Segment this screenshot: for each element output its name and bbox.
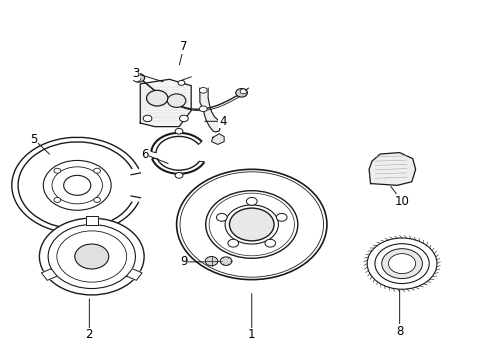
Text: 4: 4 <box>219 115 226 128</box>
Circle shape <box>176 169 326 280</box>
Text: 7: 7 <box>180 40 187 53</box>
Circle shape <box>54 197 61 202</box>
Circle shape <box>57 231 126 282</box>
Circle shape <box>276 213 286 221</box>
Circle shape <box>179 115 188 122</box>
Circle shape <box>143 115 152 122</box>
Circle shape <box>246 197 257 205</box>
Circle shape <box>199 106 207 112</box>
Text: 3: 3 <box>131 67 139 80</box>
Circle shape <box>133 77 140 82</box>
Circle shape <box>63 175 91 195</box>
Circle shape <box>48 225 135 288</box>
Circle shape <box>167 94 185 107</box>
Circle shape <box>175 129 183 134</box>
Circle shape <box>52 167 102 204</box>
Circle shape <box>220 257 231 265</box>
Text: 8: 8 <box>395 325 403 338</box>
Text: 1: 1 <box>247 328 255 341</box>
Circle shape <box>40 218 144 295</box>
Circle shape <box>224 205 278 244</box>
Circle shape <box>146 90 167 106</box>
Polygon shape <box>126 269 142 280</box>
Text: 6: 6 <box>141 148 148 161</box>
Circle shape <box>54 168 61 173</box>
Text: 10: 10 <box>394 195 408 208</box>
Polygon shape <box>211 134 224 144</box>
Circle shape <box>43 161 111 210</box>
Circle shape <box>175 172 183 178</box>
Circle shape <box>94 168 101 173</box>
Circle shape <box>75 244 108 269</box>
Circle shape <box>240 89 246 94</box>
Circle shape <box>199 87 207 93</box>
Text: 9: 9 <box>180 255 187 268</box>
Polygon shape <box>368 153 415 185</box>
Circle shape <box>264 239 275 247</box>
Polygon shape <box>200 88 220 132</box>
Polygon shape <box>140 79 191 127</box>
Circle shape <box>133 73 144 82</box>
Circle shape <box>216 213 226 221</box>
Circle shape <box>178 80 184 85</box>
Circle shape <box>205 191 297 258</box>
Circle shape <box>94 197 101 202</box>
Circle shape <box>387 254 415 274</box>
Text: 2: 2 <box>85 328 93 341</box>
Circle shape <box>381 249 422 279</box>
Circle shape <box>205 257 217 266</box>
Text: 5: 5 <box>30 132 37 145</box>
Circle shape <box>227 239 238 247</box>
Circle shape <box>229 208 273 241</box>
Circle shape <box>235 89 247 97</box>
Polygon shape <box>41 269 57 280</box>
Polygon shape <box>86 216 98 225</box>
